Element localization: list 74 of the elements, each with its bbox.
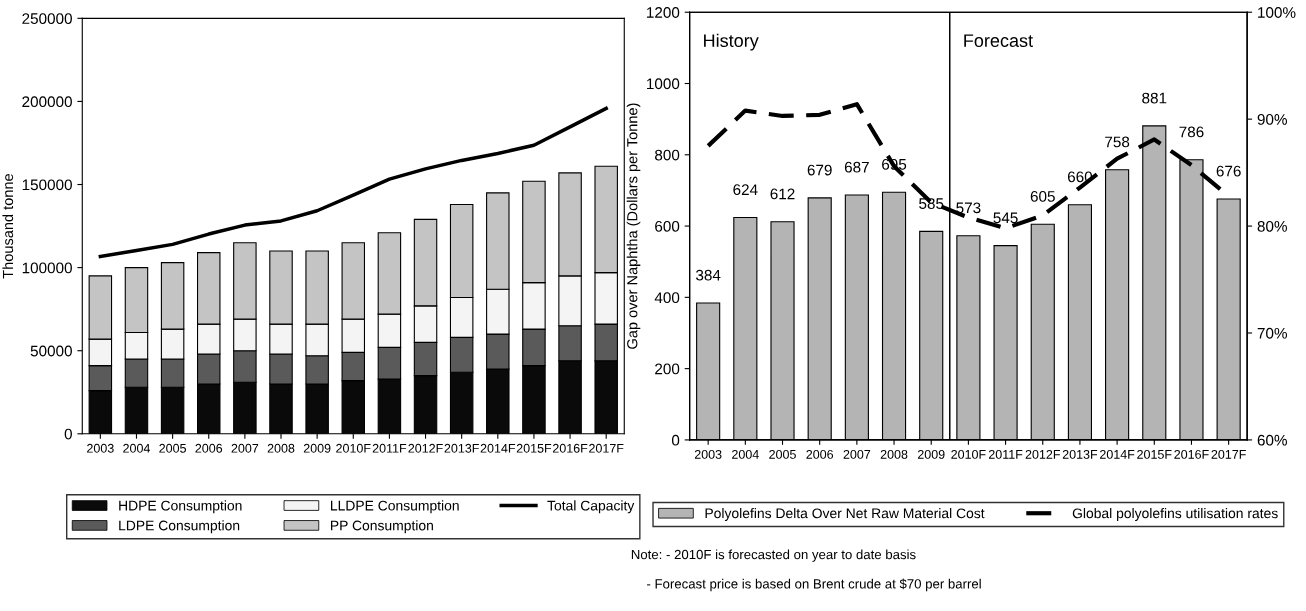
x-tick-label: 2014F — [480, 443, 516, 453]
x-tick-label: 2013F — [444, 443, 479, 453]
x-tick-label: 2007 — [231, 443, 259, 453]
y-tick-label: 200 — [655, 363, 680, 375]
x-tick-label: 2011F — [372, 443, 407, 453]
data-label: 545 — [993, 212, 1018, 224]
legend-label: Global polyolefins utilisation rates — [1072, 508, 1278, 521]
y2-tick-label: 70% — [1257, 327, 1287, 339]
x-tick-label: 2016F — [552, 443, 588, 453]
legend-label: Polyolefins Delta Over Net Raw Material Cost — [705, 508, 985, 521]
y-axis-title: Gap over Naphtha (Dollars per Tonne) — [626, 103, 641, 349]
data-label: 624 — [733, 184, 758, 196]
data-label: 612 — [770, 188, 795, 200]
x-tick-label: 2003 — [87, 443, 114, 453]
y2-tick-label: 60% — [1257, 434, 1287, 446]
y2-tick-label: 90% — [1257, 114, 1287, 125]
y-tick-label: 0 — [64, 428, 72, 440]
y-axis-title: Thousand tonne — [2, 174, 14, 279]
x-tick-label: 2013F — [1062, 449, 1098, 459]
legend-label: Total Capacity — [547, 500, 635, 514]
x-tick-label: 2004 — [123, 443, 151, 453]
y-tick-label: 1000 — [647, 78, 680, 90]
x-tick-label: 2005 — [159, 443, 186, 453]
data-label: 679 — [807, 164, 832, 176]
data-label: 384 — [696, 269, 721, 281]
legend-label: LDPE Consumption — [119, 520, 240, 534]
x-tick-label: 2017F — [1211, 449, 1246, 459]
data-label: 605 — [1030, 191, 1055, 202]
y-tick-label: 100000 — [22, 262, 72, 274]
x-tick-label: 2004 — [732, 449, 759, 459]
x-tick-label: 2017F — [589, 443, 624, 453]
x-tick-label: 2012F — [408, 443, 443, 453]
x-tick-label: 2009 — [303, 443, 331, 453]
band-label: History — [704, 33, 759, 51]
text: Note: - 2010F is forecasted on year to date basis — [631, 549, 916, 562]
x-tick-label: 2005 — [769, 449, 796, 459]
x-tick-label: 2007 — [843, 449, 871, 459]
x-tick-label: 2010F — [336, 443, 371, 453]
y-tick-label: 200000 — [22, 96, 72, 108]
x-tick-label: 2014F — [1100, 449, 1135, 459]
x-tick-label: 2016F — [1174, 449, 1209, 459]
y-tick-label: 1200 — [647, 7, 680, 18]
line-series — [98, 106, 608, 259]
y-tick-label: 50000 — [30, 345, 72, 357]
y2-tick-label: 100% — [1258, 7, 1296, 18]
y-tick-label: 0 — [671, 434, 680, 446]
legend-label: PP Consumption — [331, 520, 433, 534]
x-tick-label: 2006 — [806, 449, 834, 459]
x-tick-label: 2003 — [694, 449, 722, 459]
y-tick-label: 150000 — [22, 179, 72, 191]
x-tick-label: 2010F — [951, 449, 986, 459]
x-tick-label: 2008 — [880, 449, 908, 459]
x-tick-label: 2012F — [1025, 449, 1060, 459]
y2-tick-label: 80% — [1257, 220, 1287, 232]
legend-label: LLDPE Consumption — [331, 500, 459, 514]
y-tick-label: 250000 — [22, 13, 72, 25]
data-label: 786 — [1179, 126, 1204, 138]
y-tick-label: 400 — [654, 292, 680, 304]
data-label: 676 — [1216, 165, 1241, 177]
x-tick-label: 2006 — [195, 443, 223, 453]
x-tick-label: 2015F — [1137, 449, 1172, 459]
band-label: Forecast — [964, 34, 1033, 48]
y-tick-label: 800 — [655, 149, 680, 161]
legend-label: HDPE Consumption — [119, 500, 242, 514]
text: - Forecast price is based on Brent crude at $70 per barrel — [647, 578, 981, 592]
data-label: 687 — [844, 161, 869, 173]
data-label: 881 — [1142, 92, 1167, 104]
data-label: 758 — [1105, 136, 1130, 148]
x-tick-label: 2015F — [516, 443, 552, 453]
x-tick-label: 2008 — [267, 443, 295, 453]
data-label: 573 — [956, 202, 981, 214]
x-tick-label: 2009 — [917, 449, 945, 459]
y-tick-label: 600 — [655, 220, 680, 232]
x-tick-label: 2011F — [988, 449, 1023, 459]
